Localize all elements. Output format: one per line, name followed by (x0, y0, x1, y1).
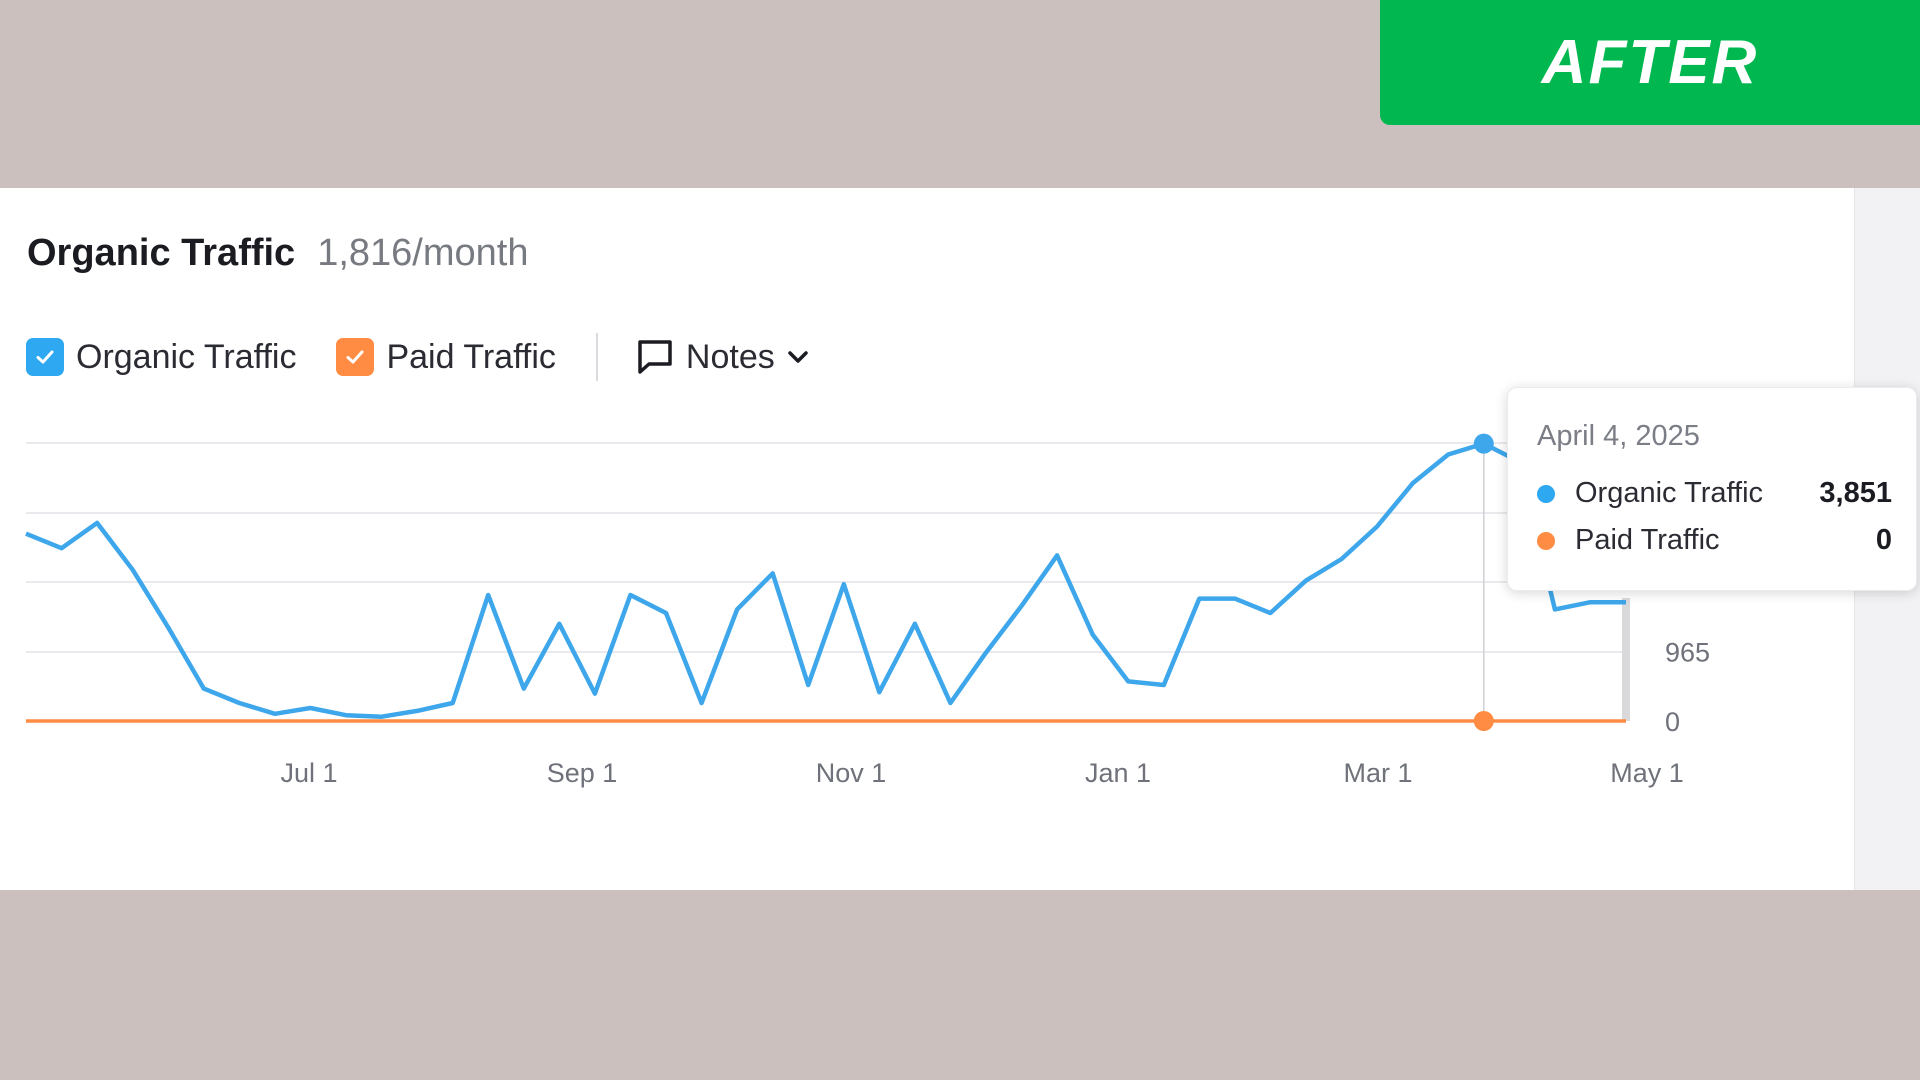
paid-hover-dot (1473, 711, 1494, 731)
tooltip-row-paid: Paid Traffic 0 (1537, 524, 1892, 557)
y-tick-label: 965 (1665, 638, 1710, 668)
organic-checkbox[interactable] (26, 338, 64, 376)
traffic-chart[interactable]: Jul 1 Sep 1 Nov 1 Jan 1 Mar 1 May 1 0 965 (0, 188, 1920, 890)
x-tick-label: Sep 1 (547, 758, 618, 788)
notes-label: Notes (685, 337, 775, 376)
organic-dot-icon (1537, 484, 1555, 503)
chart-tooltip: April 4, 2025 Organic Traffic 3,851 Paid… (1507, 387, 1917, 591)
tooltip-row-organic: Organic Traffic 3,851 (1537, 477, 1892, 510)
paid-traffic-toggle[interactable]: Paid Traffic (336, 337, 556, 377)
checkmark-icon (36, 350, 54, 364)
x-tick-label: Jul 1 (280, 758, 337, 788)
after-badge: AFTER (1380, 0, 1920, 125)
notes-dropdown[interactable]: Notes (636, 338, 811, 377)
paid-checkbox[interactable] (336, 338, 375, 376)
legend-divider (595, 333, 598, 381)
tooltip-organic-name: Organic Traffic (1575, 477, 1764, 509)
comment-icon (638, 340, 672, 374)
monthly-traffic-value: 1,816/month (317, 232, 529, 274)
legend-row: Organic Traffic Paid Traffic Notes (26, 331, 811, 383)
tooltip-paid-value: 0 (1875, 524, 1892, 556)
panel-header: Organic Traffic 1,816/month (27, 232, 528, 275)
page-title: Organic Traffic (27, 232, 296, 274)
y-tick-label: 0 (1665, 707, 1680, 737)
after-badge-label: AFTER (1541, 28, 1759, 97)
organic-traffic-toggle[interactable]: Organic Traffic (26, 338, 296, 377)
paid-legend-label: Paid Traffic (386, 337, 556, 376)
tooltip-organic-value: 3,851 (1819, 477, 1892, 509)
paid-dot-icon (1537, 531, 1555, 550)
traffic-panel: Organic Traffic 1,816/month Organic Traf… (0, 188, 1920, 890)
checkmark-icon (346, 350, 364, 364)
organic-legend-label: Organic Traffic (76, 337, 297, 376)
organic-hover-dot (1473, 433, 1494, 454)
tooltip-date: April 4, 2025 (1537, 420, 1700, 452)
tooltip-paid-name: Paid Traffic (1575, 524, 1720, 556)
x-tick-label: May 1 (1610, 758, 1684, 788)
x-tick-label: Mar 1 (1343, 758, 1412, 788)
chart-edge-bar (1622, 598, 1630, 721)
chevron-down-icon (787, 351, 808, 363)
organic-traffic-line (25, 441, 1626, 719)
x-tick-label: Nov 1 (816, 758, 887, 788)
x-tick-label: Jan 1 (1085, 758, 1151, 788)
